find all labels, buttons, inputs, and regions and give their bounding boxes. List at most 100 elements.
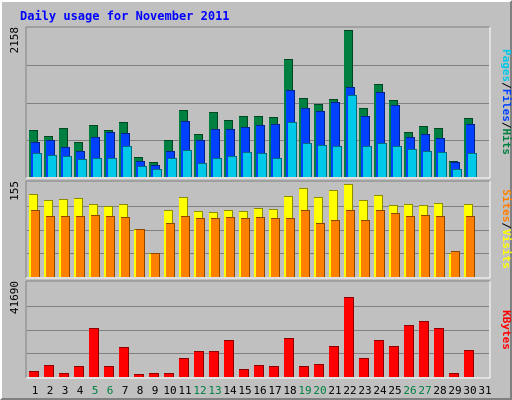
x-tick-label: 17	[268, 384, 281, 397]
bar-sites-shade	[414, 216, 415, 277]
bar-files-cap	[286, 90, 295, 91]
bar-files-shade	[324, 111, 325, 177]
bar-hits-cap	[164, 140, 173, 141]
bar-files-shade	[99, 137, 100, 177]
bar-pages-cap	[198, 163, 207, 164]
bar-sites-cap	[61, 216, 70, 217]
bar-pages-cap	[318, 145, 327, 146]
bar-sites-cap	[76, 216, 85, 217]
bar-pages-cap	[78, 159, 87, 160]
bar-kbytes	[239, 369, 249, 377]
bar-kbytes-shade	[428, 321, 429, 377]
bar-kbytes	[224, 340, 234, 377]
bar-pages	[408, 149, 417, 177]
legend-part: /	[500, 222, 512, 229]
x-tick-label: 12	[193, 384, 206, 397]
bar-visits-cap	[344, 184, 353, 185]
bar-hits-cap	[434, 128, 443, 129]
x-tick-label: 8	[137, 384, 144, 397]
bar-visits-cap	[314, 197, 323, 198]
bar-pages-shade	[341, 146, 342, 177]
bar-pages	[243, 152, 252, 177]
bar-pages	[468, 153, 477, 177]
bar-kbytes	[29, 371, 39, 377]
bar-hits-cap	[179, 110, 188, 111]
bar-sites-shade	[399, 213, 400, 277]
bar-pages-cap	[48, 155, 57, 156]
bar-sites-shade	[84, 216, 85, 277]
bar-kbytes-cap	[149, 373, 159, 374]
bar-sites	[196, 218, 205, 277]
bar-kbytes-cap	[209, 351, 219, 352]
bar-kbytes-cap	[104, 366, 114, 367]
bar-files-shade	[264, 125, 265, 177]
bar-pages-shade	[161, 169, 162, 177]
bar-sites	[46, 216, 55, 277]
bar-sites-cap	[466, 216, 475, 217]
bar-pages	[363, 146, 372, 177]
bar-pages-shade	[281, 158, 282, 177]
bar-hits-cap	[119, 122, 128, 123]
bar-kbytes-cap	[434, 328, 444, 329]
bar-kbytes-shade	[323, 364, 324, 377]
bar-sites-cap	[211, 218, 220, 219]
bar-files-cap	[211, 129, 220, 130]
bar-visits-cap	[284, 196, 293, 197]
x-tick-label: 31	[478, 384, 491, 397]
bar-kbytes	[89, 328, 99, 377]
bar-sites	[31, 210, 40, 277]
bar-kbytes-shade	[53, 365, 54, 377]
bar-pages-shade	[476, 153, 477, 177]
bar-kbytes-shade	[293, 338, 294, 377]
bar-sites-shade	[264, 217, 265, 277]
bar-kbytes-cap	[254, 365, 264, 366]
bar-sites-shade	[294, 218, 295, 277]
bar-hits-cap	[59, 128, 68, 129]
bar-files	[271, 124, 280, 177]
bar-pages	[348, 95, 357, 177]
legend-part: Pages	[500, 49, 512, 82]
bar-files-cap	[151, 165, 160, 166]
bar-sites-shade	[174, 223, 175, 277]
bar-hits-cap	[149, 162, 158, 163]
bar-files	[226, 129, 235, 177]
bar-sites-cap	[406, 216, 415, 217]
bar-files-cap	[346, 87, 355, 88]
bar-kbytes-shade	[368, 358, 369, 377]
bar-pages-shade	[386, 143, 387, 177]
bar-pages	[183, 150, 192, 177]
bar-pages-shade	[416, 149, 417, 177]
bar-pages	[78, 159, 87, 177]
bar-pages-cap	[93, 158, 102, 159]
x-tick-label: 1	[32, 384, 39, 397]
bar-visits-cap	[299, 188, 308, 189]
bar-kbytes	[164, 373, 174, 377]
bar-kbytes-shade	[278, 366, 279, 377]
bar-files-shade	[219, 129, 220, 177]
bar-kbytes	[374, 340, 384, 377]
bar-files-shade	[399, 105, 400, 177]
bar-files-cap	[226, 129, 235, 130]
bar-visits-cap	[389, 205, 398, 206]
bar-pages-cap	[168, 158, 177, 159]
x-tick-label: 18	[283, 384, 296, 397]
bar-sites-shade	[54, 216, 55, 277]
bar-sites-cap	[46, 216, 55, 217]
bar-files-cap	[361, 116, 370, 117]
bar-kbytes	[74, 366, 84, 377]
bar-kbytes-shade	[38, 371, 39, 377]
bar-kbytes	[434, 328, 444, 377]
bar-visits-cap	[29, 194, 38, 195]
bar-sites	[301, 210, 310, 277]
bar-kbytes-cap	[299, 366, 309, 367]
bar-pages	[198, 163, 207, 177]
bar-pages	[288, 122, 297, 177]
panel-3-legend: KBytes	[500, 310, 512, 350]
bar-files	[196, 140, 205, 177]
bar-pages-cap	[333, 146, 342, 147]
bar-files-shade	[474, 124, 475, 177]
bar-files-cap	[316, 111, 325, 112]
bar-kbytes-cap	[194, 351, 204, 352]
panel-1-legend: Pages/Files/Hits	[500, 49, 512, 155]
